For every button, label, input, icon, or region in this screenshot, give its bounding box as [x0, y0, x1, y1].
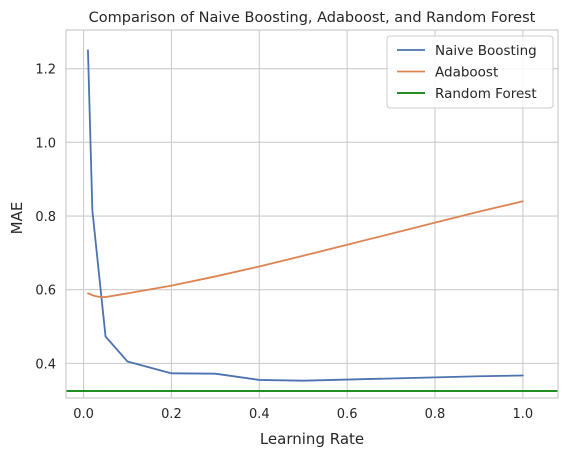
legend-box [386, 35, 554, 109]
legend-label-naive-boosting: Naive Boosting [435, 43, 537, 59]
y-tick-label: 1.0 [35, 136, 56, 151]
series-line-naive-boosting [87, 49, 524, 382]
x-tick-label: 0.8 [425, 407, 446, 422]
x-tick-label: 0.6 [337, 407, 358, 422]
series-line-adaboost [87, 200, 524, 298]
axes-frame [65, 29, 559, 399]
x-axis-label: Learning Rate [260, 430, 364, 448]
x-tick-label: 0.4 [249, 407, 270, 422]
legend-label-adaboost: Adaboost [435, 65, 498, 81]
x-tick-label: 0.2 [161, 407, 182, 422]
axes-border [65, 29, 559, 399]
y-tick-label: 0.6 [35, 284, 56, 299]
tick-labels: 0.0 0.2 0.4 0.6 0.8 1.0 0.4 0.6 0.8 1.0 1.2 [35, 63, 533, 422]
y-tick-label: 1.2 [35, 63, 56, 78]
y-tick-label: 0.4 [35, 357, 56, 372]
chart-title: Comparison of Naive Boosting, Adaboost, … [89, 10, 536, 26]
legend-label-random-forest: Random Forest [435, 86, 537, 102]
x-tick-label: 0.0 [73, 407, 94, 422]
x-tick-label: 1.0 [513, 407, 534, 422]
y-axis-label: MAE [8, 202, 26, 235]
legend: Naive Boosting Adaboost Random Forest [386, 35, 554, 109]
series-lines [66, 49, 558, 392]
y-tick-label: 0.8 [35, 210, 56, 225]
